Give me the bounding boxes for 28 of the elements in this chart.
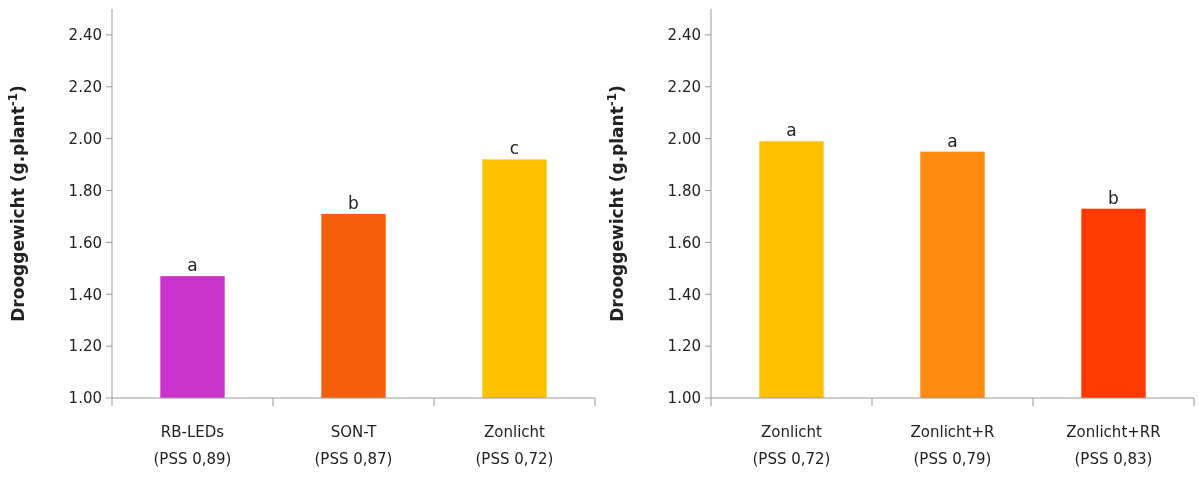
annotation: a bbox=[786, 120, 797, 141]
y-tick-label: 2.00 bbox=[667, 129, 701, 148]
x-tick-label: RB-LEDs (PSS 0,89) bbox=[153, 423, 232, 468]
y-tick-label: 2.40 bbox=[68, 26, 102, 45]
annotation: c bbox=[509, 138, 520, 159]
y-tick-label: 1.60 bbox=[68, 233, 102, 252]
x-tick-label: Zonlicht (PSS 0,72) bbox=[752, 423, 831, 468]
y-tick-label: 1.40 bbox=[68, 285, 102, 304]
annotation: b bbox=[1108, 187, 1119, 208]
y-tick-label: 2.20 bbox=[68, 78, 102, 97]
x-tick-label: Zonlicht+R (PSS 0,79) bbox=[910, 423, 995, 468]
y-tick-label: 1.20 bbox=[667, 337, 701, 356]
y-tick-label: 2.00 bbox=[68, 129, 102, 148]
x-tick-label: Zonlicht+RR (PSS 0,83) bbox=[1066, 423, 1161, 468]
x-tick-label: Zonlicht (PSS 0,72) bbox=[475, 423, 554, 468]
y-tick-label: 2.40 bbox=[667, 26, 701, 45]
y-tick-label: 1.00 bbox=[667, 389, 701, 408]
y-tick-label: 1.40 bbox=[667, 285, 701, 304]
annotation: a bbox=[187, 255, 198, 276]
y-tick-label: 2.20 bbox=[667, 78, 701, 97]
annotation: a bbox=[947, 130, 958, 151]
x-tick-label: SON-T (PSS 0,87) bbox=[314, 423, 393, 468]
y-tick-label: 1.80 bbox=[68, 181, 102, 200]
y-tick-label: 1.00 bbox=[68, 389, 102, 408]
y-tick-label: 1.60 bbox=[667, 233, 701, 252]
y-tick-label: 1.80 bbox=[667, 181, 701, 200]
y-tick-label: 1.20 bbox=[68, 337, 102, 356]
annotation: b bbox=[348, 192, 359, 213]
